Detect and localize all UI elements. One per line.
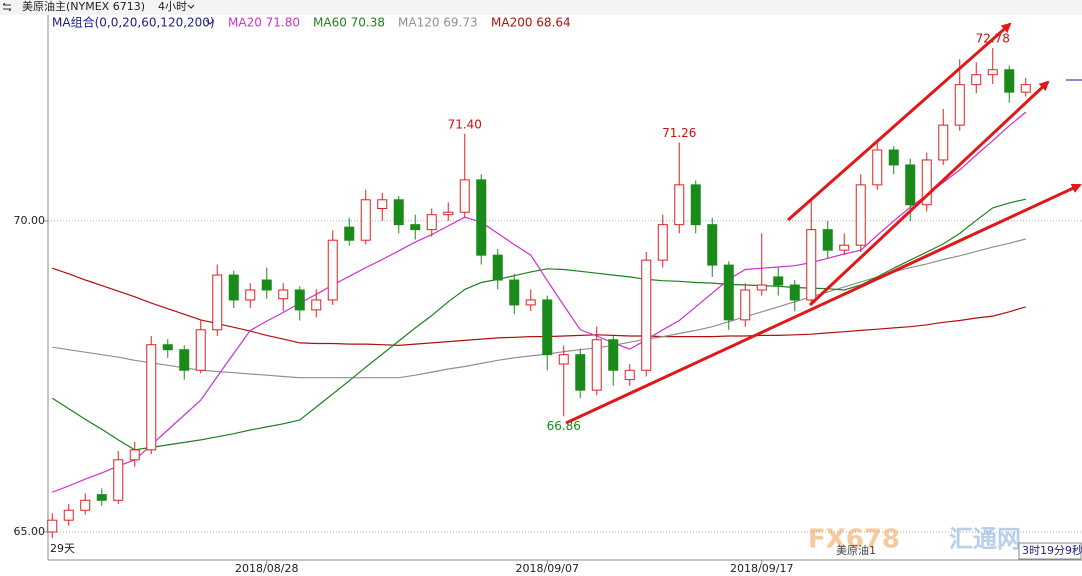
candle-body — [525, 299, 536, 306]
trend-arrow — [787, 22, 1012, 222]
ma-line — [52, 111, 1027, 493]
candle-body — [591, 339, 602, 391]
plot-area: 65.00 70.00 2018/08/28 2018/09/07 2018/09/17… — [14, 31, 1082, 575]
y-tick-label: 65.00 — [14, 525, 46, 538]
high-label: 71.40 — [448, 117, 482, 131]
candle-body — [608, 339, 619, 371]
candle-body — [162, 344, 173, 351]
legend-entry: MA60 70.38 — [313, 16, 385, 30]
trend-arrow — [808, 80, 1050, 307]
countdown: 3时19分9秒 — [1022, 543, 1082, 557]
candle-body — [344, 226, 355, 241]
y-tick-label: 70.00 — [14, 214, 46, 227]
x-tick-label: 2018/08/28 — [235, 562, 298, 575]
candle-body — [327, 239, 338, 301]
candle-body — [674, 184, 685, 226]
ma-line — [51, 198, 1026, 451]
candle-body — [63, 509, 74, 521]
candle-body — [641, 259, 652, 371]
trend-arrows — [565, 22, 1082, 425]
candle-body — [294, 289, 305, 311]
candle-body — [47, 519, 58, 533]
candle-body — [311, 299, 322, 311]
candle-body — [426, 214, 437, 231]
candle-body — [822, 229, 833, 251]
legend-entry: MA200 68.64 — [491, 16, 571, 30]
candle-body — [245, 289, 256, 301]
candle-body — [872, 149, 883, 186]
candle-body — [459, 179, 470, 213]
watermark-cn: 汇通网 — [949, 525, 1021, 553]
candle-body — [690, 184, 701, 226]
high-label: 71.26 — [662, 126, 696, 140]
candle-body — [509, 279, 520, 306]
candle-body — [492, 254, 503, 281]
candle-body — [558, 354, 569, 365]
candle-body — [261, 279, 272, 291]
candle-body — [723, 264, 734, 321]
candle-body — [938, 124, 949, 161]
candle-body — [789, 284, 800, 301]
trend-arrow — [565, 183, 1082, 425]
candle-body — [575, 354, 586, 391]
indicator-selector[interactable]: MA组合(0,0,20,60,120,200) — [52, 15, 215, 30]
top-bar — [0, 0, 1082, 15]
candle-body — [888, 149, 899, 166]
candle-body — [113, 459, 124, 501]
indicator-chevron[interactable] — [205, 19, 215, 25]
candle-body — [921, 159, 932, 206]
candle-body — [707, 224, 718, 266]
ma-line — [52, 238, 1026, 379]
footer-left: 29天 — [50, 542, 75, 555]
candle-body — [954, 84, 965, 126]
legend-entry: MA20 71.80 — [228, 16, 300, 30]
candle-body — [740, 289, 751, 321]
candle-body — [987, 69, 998, 76]
candle-body — [773, 276, 784, 286]
candle-body — [179, 349, 190, 371]
footer-symbol: 美原油1 — [836, 543, 876, 557]
candle-body — [1004, 69, 1015, 93]
candle-body — [129, 449, 140, 461]
candle-body — [212, 274, 223, 331]
low-label: 66.86 — [547, 419, 581, 433]
candle-body — [756, 284, 767, 291]
candle-body — [393, 199, 404, 226]
candle-body — [624, 369, 635, 381]
candle-body — [278, 289, 289, 300]
period-chevron[interactable] — [187, 4, 195, 9]
legend-entry: MA120 69.73 — [398, 16, 478, 30]
candle-body — [195, 329, 206, 371]
candle-body — [80, 499, 91, 511]
candle-body — [146, 344, 157, 451]
candle-body — [443, 211, 454, 216]
watermark: FX678 — [808, 525, 900, 555]
candle-body — [377, 199, 388, 209]
switch-icon[interactable] — [2, 2, 12, 12]
candle-body — [806, 229, 817, 301]
candle-body — [410, 224, 421, 231]
candle-body — [657, 224, 668, 261]
candle-body — [228, 274, 239, 301]
x-tick-label: 2018/09/07 — [516, 562, 579, 575]
x-tick-label: 2018/09/17 — [730, 562, 793, 575]
candle-body — [971, 74, 982, 86]
candle-body — [1020, 84, 1031, 93]
candle-body — [542, 299, 553, 356]
candle-body — [905, 164, 916, 206]
candle-body — [96, 494, 107, 501]
candle-body — [360, 199, 371, 241]
candle-body — [855, 184, 866, 246]
candle-body — [476, 179, 487, 256]
symbol-title: 美原油主(NYMEX 6713) — [22, 0, 145, 13]
countdown-box — [1018, 542, 1082, 560]
candle-body — [839, 244, 850, 251]
period-selector[interactable]: 4小时 — [158, 0, 187, 13]
